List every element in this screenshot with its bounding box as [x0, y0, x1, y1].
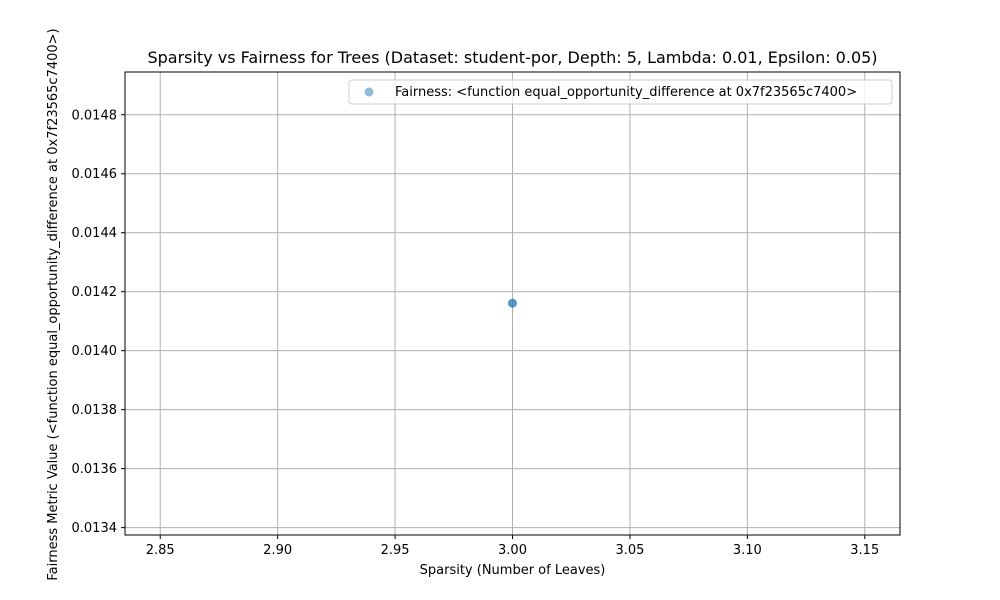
legend-box — [348, 79, 893, 105]
x-axis-label: Sparsity (Number of Leaves) — [420, 563, 606, 578]
scatter-point — [508, 298, 517, 308]
y-tick-label: 0.0138 — [72, 403, 118, 418]
legend: Fairness: <function equal_opportunity_di… — [348, 79, 893, 105]
x-tick-label: 2.95 — [381, 543, 410, 558]
y-tick-label: 0.0146 — [72, 167, 118, 182]
y-tick-label: 0.0136 — [72, 462, 118, 477]
y-tick-label: 0.0142 — [72, 285, 118, 300]
x-tick-label: 2.90 — [263, 543, 292, 558]
y-tick-label: 0.0140 — [72, 344, 118, 359]
y-axis-label: Fairness Metric Value (<function equal_o… — [46, 28, 61, 580]
x-tick-label: 2.85 — [146, 543, 175, 558]
x-tick-label: 3.15 — [850, 543, 879, 558]
chart-title: Sparsity vs Fairness for Trees (Dataset:… — [147, 48, 877, 67]
x-tick-label: 3.00 — [498, 543, 527, 558]
x-tick-label: 3.05 — [615, 543, 644, 558]
legend-marker — [364, 87, 374, 97]
y-tick-label: 0.0144 — [72, 226, 118, 241]
x-tick-label: 3.10 — [733, 543, 762, 558]
legend-entry-label: Fairness: <function equal_opportunity_di… — [395, 85, 857, 100]
y-tick-label: 0.0148 — [72, 108, 118, 123]
y-tick-label: 0.0134 — [72, 521, 118, 536]
